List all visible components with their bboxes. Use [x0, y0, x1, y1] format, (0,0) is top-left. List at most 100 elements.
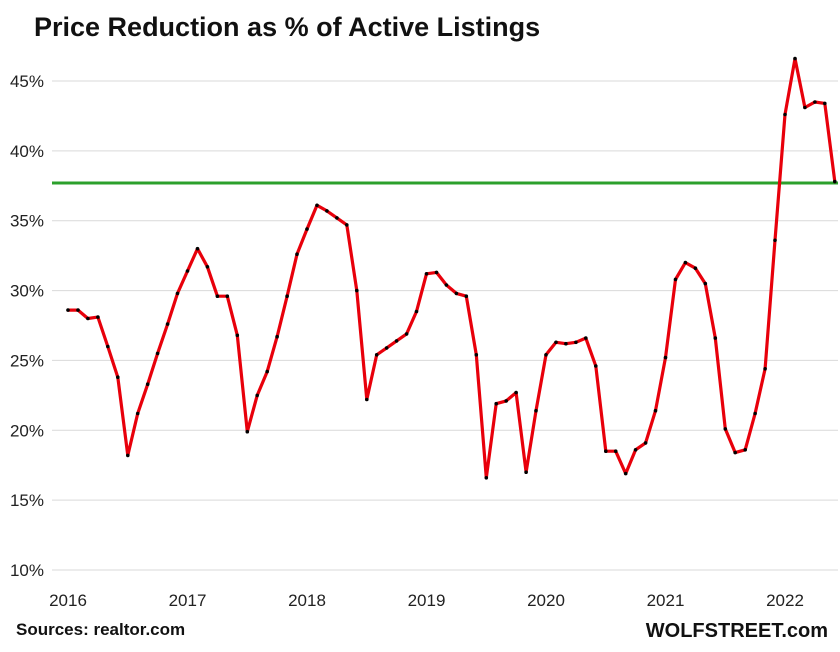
- data-point: [693, 266, 698, 271]
- x-tick-label: 2020: [527, 591, 565, 610]
- data-point: [374, 353, 379, 357]
- data-point: [265, 369, 270, 374]
- data-point: [335, 216, 339, 220]
- source-note: Sources: realtor.com: [16, 620, 186, 639]
- data-point: [574, 340, 578, 345]
- data-point: [295, 252, 299, 256]
- data-point: [783, 112, 787, 117]
- data-point: [454, 291, 459, 296]
- data-point: [205, 265, 210, 269]
- data-point: [514, 390, 518, 395]
- data-point: [126, 453, 130, 458]
- data-point: [803, 105, 807, 110]
- data-point: [564, 341, 568, 346]
- data-point: [145, 382, 150, 387]
- gridlines: [52, 80, 838, 571]
- data-point: [96, 315, 100, 319]
- data-point: [753, 411, 757, 416]
- x-axis-ticks: 2016 2017 2018 2019 2020 2021 2022: [49, 591, 804, 610]
- data-point: [245, 429, 250, 434]
- data-point: [355, 288, 359, 293]
- y-tick-label: 15%: [10, 491, 44, 510]
- data-point: [663, 355, 668, 360]
- data-point: [823, 101, 827, 106]
- data-point: [604, 449, 608, 454]
- y-tick-label: 35%: [10, 212, 44, 231]
- data-point: [116, 375, 120, 380]
- data-point: [434, 270, 439, 275]
- data-point: [554, 340, 558, 345]
- data-point: [315, 203, 319, 208]
- data-point: [464, 294, 469, 299]
- data-point: [444, 283, 449, 287]
- data-point: [793, 56, 797, 61]
- data-point: [255, 393, 259, 398]
- x-tick-label: 2017: [169, 591, 207, 610]
- data-point: [833, 179, 837, 184]
- data-point: [175, 291, 180, 296]
- data-point: [394, 339, 399, 343]
- x-tick-label: 2019: [408, 591, 446, 610]
- data-point: [594, 364, 598, 368]
- y-tick-label: 40%: [10, 142, 44, 161]
- data-point: [544, 353, 548, 357]
- x-tick-label: 2016: [49, 591, 87, 610]
- data-point: [474, 353, 479, 357]
- x-tick-label: 2018: [288, 591, 326, 610]
- data-point: [384, 346, 389, 350]
- data-point: [584, 336, 588, 340]
- chart-title: Price Reduction as % of Active Listings: [34, 12, 541, 42]
- data-point: [484, 476, 489, 480]
- data-point: [623, 471, 628, 476]
- y-tick-label: 30%: [10, 282, 44, 301]
- data-point: [683, 260, 688, 265]
- data-point: [365, 397, 369, 402]
- y-tick-label: 45%: [10, 72, 44, 91]
- data-point: [653, 408, 658, 413]
- data-point: [225, 294, 230, 299]
- data-point: [534, 408, 538, 413]
- data-point: [275, 334, 279, 339]
- data-point: [673, 277, 678, 282]
- data-point: [733, 450, 737, 455]
- data-point: [524, 470, 528, 475]
- data-point: [813, 100, 817, 104]
- data-point: [155, 351, 160, 356]
- data-point: [106, 344, 110, 349]
- data-point: [325, 209, 329, 213]
- data-point: [215, 294, 220, 299]
- data-point: [723, 427, 728, 431]
- data-point: [135, 411, 140, 416]
- data-point: [76, 308, 80, 312]
- series-line-group: [66, 56, 837, 480]
- y-tick-label: 25%: [10, 351, 44, 370]
- data-point: [613, 449, 618, 454]
- series-line: [66, 56, 837, 480]
- data-point: [86, 316, 90, 321]
- data-point: [195, 246, 200, 251]
- data-point: [504, 399, 509, 403]
- data-point: [235, 333, 240, 338]
- data-point: [185, 269, 190, 273]
- data-point: [305, 227, 309, 231]
- y-tick-label: 20%: [10, 421, 44, 440]
- data-point: [66, 308, 70, 312]
- data-point: [285, 294, 289, 299]
- x-tick-label: 2021: [647, 591, 685, 610]
- y-axis-ticks: 10% 15% 20% 25% 30% 35% 40% 45%: [10, 72, 44, 580]
- data-point: [414, 309, 419, 314]
- y-tick-label: 10%: [10, 561, 44, 580]
- data-point: [643, 441, 648, 445]
- data-point: [165, 322, 170, 326]
- brand-mark: WOLFSTREET.com: [645, 620, 828, 642]
- data-point: [404, 332, 409, 336]
- series-markers: [66, 56, 837, 480]
- data-point: [743, 448, 747, 452]
- data-point: [703, 281, 708, 286]
- data-point: [494, 401, 499, 406]
- x-tick-label: 2022: [766, 591, 804, 610]
- data-point: [424, 272, 429, 276]
- data-point: [773, 238, 777, 243]
- data-point: [763, 367, 767, 371]
